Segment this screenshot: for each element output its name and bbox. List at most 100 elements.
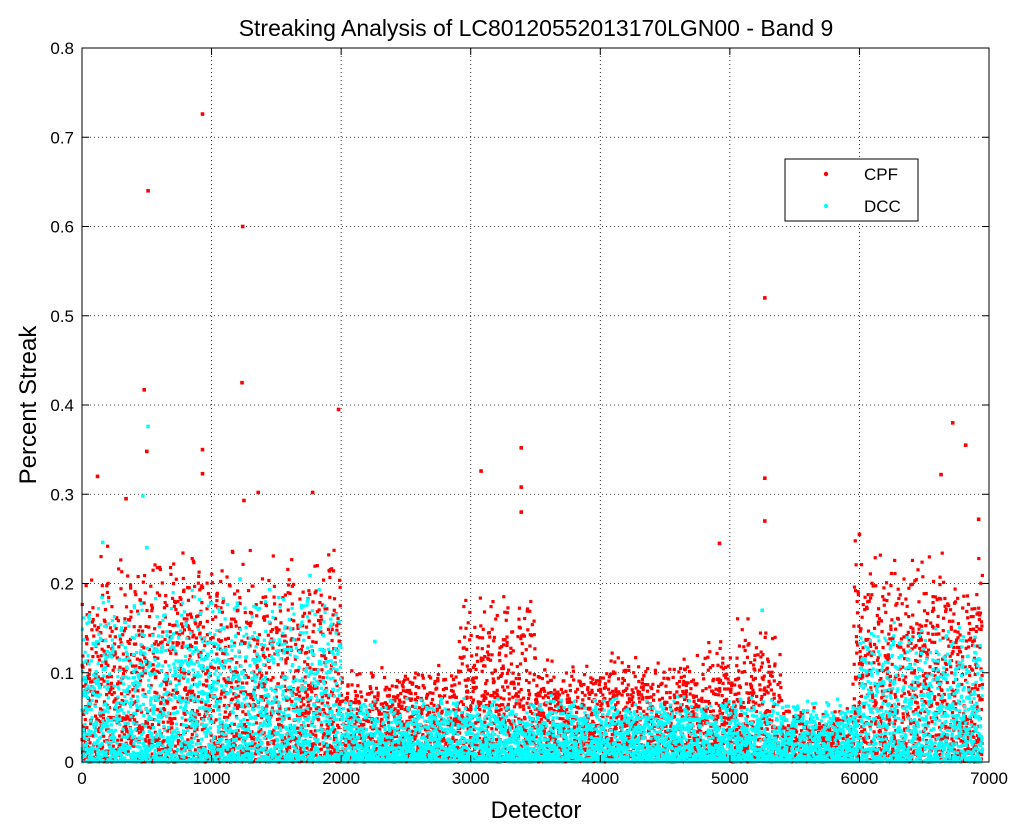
data-point-cpf (154, 739, 158, 743)
data-point-cpf (268, 751, 273, 755)
data-point-cpf (217, 705, 221, 709)
data-point-cpf (243, 690, 248, 694)
data-point-cpf (338, 585, 342, 589)
data-point-cpf (356, 684, 360, 688)
data-point-cpf (340, 754, 345, 758)
data-point-cpf (264, 671, 269, 675)
data-point-cpf (280, 648, 285, 653)
chart-title: Streaking Analysis of LC80120552013170LG… (239, 15, 834, 41)
data-point-cpf (225, 625, 229, 629)
data-point-cpf (320, 653, 324, 658)
data-point-cpf (549, 678, 553, 683)
data-point-cpf (121, 633, 125, 637)
data-point-cpf (567, 721, 571, 725)
data-point-cpf (307, 710, 311, 714)
data-point-cpf (568, 683, 572, 687)
data-point-cpf (464, 749, 469, 753)
data-point-cpf (687, 669, 692, 674)
data-point-cpf (143, 591, 147, 595)
data-point-cpf (355, 673, 359, 677)
data-point-cpf (90, 628, 94, 632)
data-point-cpf (131, 713, 136, 717)
data-point-cpf (501, 703, 505, 707)
data-point-cpf (245, 732, 249, 736)
data-point-cpf (113, 642, 117, 646)
data-point-cpf (321, 676, 325, 680)
data-point-cpf (590, 688, 594, 692)
data-point-cpf (608, 672, 613, 677)
data-point-cpf (86, 676, 90, 680)
data-point-cpf (633, 674, 637, 679)
data-point-cpf (481, 741, 486, 745)
data-point-cpf (346, 683, 350, 687)
data-point-cpf (620, 681, 624, 685)
data-point-cpf (662, 670, 666, 674)
data-point-cpf (440, 711, 444, 715)
data-point-cpf (170, 717, 174, 721)
data-point-cpf (234, 620, 238, 624)
data-point-cpf (699, 729, 703, 733)
data-point-cpf (556, 702, 560, 707)
data-point-cpf (290, 602, 294, 606)
data-point-cpf (367, 709, 372, 714)
data-point-cpf (249, 621, 253, 625)
data-point-cpf (196, 614, 200, 618)
data-point-cpf (481, 739, 485, 743)
data-point-cpf (706, 655, 710, 659)
data-point-cpf (714, 741, 718, 745)
data-point-cpf (332, 730, 336, 734)
data-point-cpf (97, 658, 101, 662)
data-point-cpf (708, 650, 712, 654)
data-point-cpf (320, 701, 324, 705)
data-point-cpf (135, 670, 139, 674)
data-point-cpf (510, 726, 514, 730)
data-point-cpf (270, 627, 275, 632)
data-point-cpf (601, 715, 605, 719)
data-point-cpf (244, 724, 248, 729)
data-point-cpf (396, 693, 400, 698)
data-point-cpf (318, 679, 322, 683)
data-point-cpf (561, 717, 565, 721)
data-point-cpf (487, 742, 491, 746)
data-point-cpf (143, 692, 147, 697)
data-point-cpf (495, 703, 499, 707)
data-point-cpf (351, 748, 355, 752)
data-point-cpf (449, 674, 454, 678)
data-point-cpf (294, 692, 299, 696)
data-point-cpf (473, 757, 477, 761)
data-point-cpf (397, 702, 401, 706)
data-point-cpf (283, 634, 287, 638)
data-point-cpf (355, 712, 359, 716)
data-point-cpf (96, 641, 100, 646)
data-point-cpf (332, 548, 336, 552)
data-point-cpf (632, 671, 636, 675)
data-point-cpf (422, 686, 427, 690)
data-point-cpf (580, 741, 584, 745)
data-point-cpf (303, 675, 307, 679)
data-point-cpf (524, 669, 529, 673)
data-point-cpf (534, 735, 538, 739)
data-point-cpf (146, 757, 150, 762)
data-point-cpf (395, 678, 399, 683)
data-point-cpf (467, 744, 472, 748)
data-point-cpf (532, 678, 536, 682)
data-point-cpf (271, 676, 275, 680)
data-point-cpf (601, 693, 605, 697)
data-point-cpf (473, 625, 477, 629)
data-point-cpf (705, 741, 709, 746)
data-point-cpf (269, 710, 273, 714)
data-point-cpf (250, 737, 254, 741)
data-point-cpf (538, 690, 543, 694)
data-point-cpf (702, 677, 706, 681)
data-point-cpf (221, 659, 225, 663)
data-point-cpf (454, 720, 458, 724)
data-point-cpf (522, 707, 526, 711)
data-point-cpf (127, 618, 132, 622)
data-point-cpf (455, 746, 459, 750)
data-point-cpf (588, 730, 592, 734)
data-point-cpf (185, 693, 189, 697)
data-point-cpf (611, 689, 615, 693)
data-point-cpf (408, 680, 412, 684)
data-point-cpf (587, 696, 591, 701)
data-point-cpf (292, 619, 296, 623)
